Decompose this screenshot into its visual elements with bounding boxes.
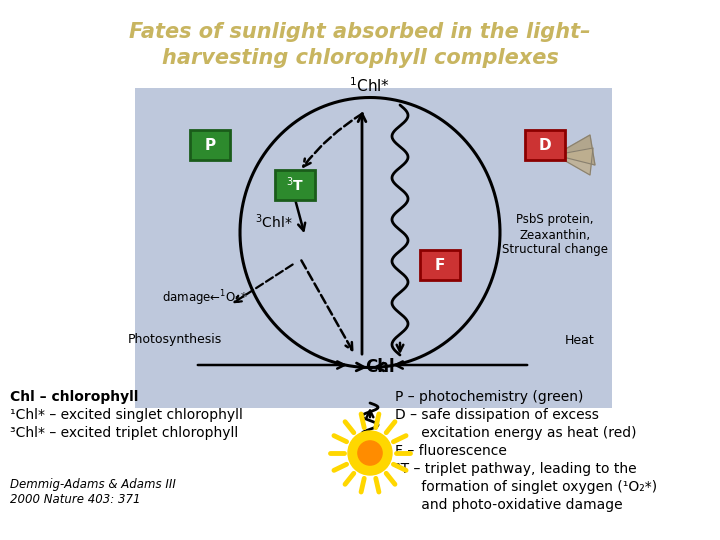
Text: ³Chl* – excited triplet chlorophyll: ³Chl* – excited triplet chlorophyll (10, 426, 238, 440)
Text: and photo-oxidative damage: and photo-oxidative damage (395, 498, 623, 512)
Circle shape (358, 441, 382, 465)
Text: Photosynthesis: Photosynthesis (128, 334, 222, 347)
Text: ³T – triplet pathway, leading to the: ³T – triplet pathway, leading to the (395, 462, 636, 476)
Text: formation of singlet oxygen (¹O₂*): formation of singlet oxygen (¹O₂*) (395, 480, 657, 494)
Text: Demmig-Adams & Adams III
2000 Nature 403: 371: Demmig-Adams & Adams III 2000 Nature 403… (10, 478, 176, 506)
FancyBboxPatch shape (190, 130, 230, 160)
Circle shape (348, 431, 392, 475)
Text: Chl – chlorophyll: Chl – chlorophyll (10, 390, 138, 404)
Text: $^3$T: $^3$T (286, 176, 304, 194)
Text: F – fluorescence: F – fluorescence (395, 444, 507, 458)
Text: PsbS protein,
Zeaxanthin,
Structural change: PsbS protein, Zeaxanthin, Structural cha… (502, 213, 608, 256)
Text: excitation energy as heat (red): excitation energy as heat (red) (395, 426, 636, 440)
Text: Heat: Heat (565, 334, 595, 347)
Text: D – safe dissipation of excess: D – safe dissipation of excess (395, 408, 599, 422)
Text: harvesting chlorophyll complexes: harvesting chlorophyll complexes (161, 48, 559, 68)
Text: $^1$Chl*: $^1$Chl* (349, 76, 390, 95)
FancyBboxPatch shape (135, 88, 612, 408)
Text: F: F (435, 258, 445, 273)
Text: P: P (204, 138, 215, 152)
FancyBboxPatch shape (420, 250, 460, 280)
Text: ¹Chl* – excited singlet chlorophyll: ¹Chl* – excited singlet chlorophyll (10, 408, 243, 422)
Text: $^3$Chl*: $^3$Chl* (256, 212, 293, 231)
Text: D: D (539, 138, 552, 152)
Text: P – photochemistry (green): P – photochemistry (green) (395, 390, 583, 404)
Polygon shape (555, 148, 593, 175)
FancyBboxPatch shape (275, 170, 315, 200)
Text: damage←$^1$O$_2$*: damage←$^1$O$_2$* (162, 288, 248, 308)
Text: Fates of sunlight absorbed in the light–: Fates of sunlight absorbed in the light– (129, 22, 591, 42)
FancyBboxPatch shape (525, 130, 565, 160)
Polygon shape (555, 135, 595, 165)
Text: Chl: Chl (365, 358, 395, 376)
